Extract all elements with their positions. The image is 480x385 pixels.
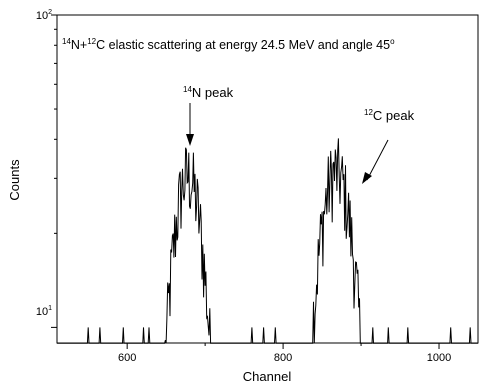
y-tick-label-100: 102 <box>36 9 52 22</box>
annotation-c-text: C peak <box>373 108 415 123</box>
chart-title: 14N+12C elastic scattering at energy 24.… <box>62 37 395 52</box>
series-spectrum-line <box>57 138 478 344</box>
plot-frame <box>56 14 479 344</box>
title-sup-3: o <box>390 37 395 46</box>
annotation-c-peak: 12C peak <box>364 108 415 123</box>
x-tick-labels: 600 800 1000 <box>118 352 451 364</box>
y-tick-10-base: 10 <box>36 306 48 318</box>
x-tick-label: 600 <box>118 352 136 364</box>
y-axis-label: Counts <box>7 159 22 201</box>
axis-ticks <box>51 14 440 349</box>
annotation-n-text: N peak <box>192 85 234 100</box>
x-tick-label: 1000 <box>427 352 451 364</box>
y-tick-100-base: 10 <box>36 10 48 22</box>
annotation-c-arrow-head <box>362 172 372 184</box>
annotation-n-peak: 14N peak <box>183 85 234 100</box>
title-sup-2: 12 <box>87 37 96 46</box>
y-tick-100-exp: 2 <box>48 9 52 16</box>
title-sup-1: 14 <box>62 37 71 46</box>
annotation-c-arrow-shaft <box>366 139 389 181</box>
y-tick-label-10: 101 <box>36 305 52 318</box>
annotation-n-arrow-head <box>186 134 194 146</box>
title-part-1: N+ <box>71 38 87 52</box>
annotation-c-sup: 12 <box>364 108 373 117</box>
title-part-2: C elastic scattering at energy 24.5 MeV … <box>96 38 390 52</box>
annotation-n-sup: 14 <box>183 85 192 94</box>
x-axis-label: Channel <box>243 369 292 384</box>
x-tick-label: 800 <box>274 352 292 364</box>
y-tick-10-exp: 1 <box>48 305 52 312</box>
